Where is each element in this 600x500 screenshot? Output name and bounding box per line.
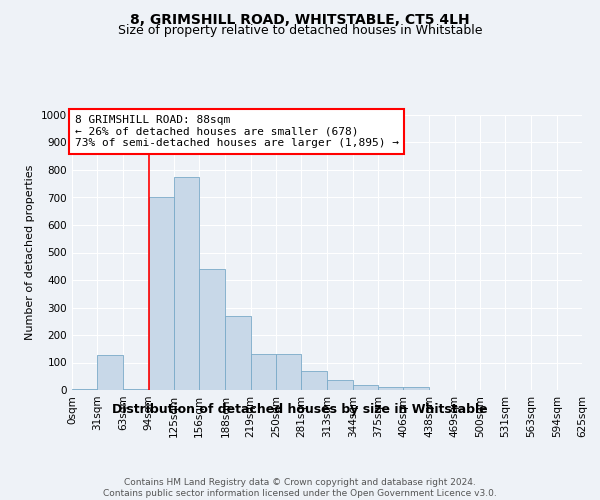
- Text: Size of property relative to detached houses in Whitstable: Size of property relative to detached ho…: [118, 24, 482, 37]
- Bar: [353, 384, 378, 390]
- Bar: [149, 198, 174, 390]
- Text: 8 GRIMSHILL ROAD: 88sqm
← 26% of detached houses are smaller (678)
73% of semi-d: 8 GRIMSHILL ROAD: 88sqm ← 26% of detache…: [74, 115, 398, 148]
- Text: 8, GRIMSHILL ROAD, WHITSTABLE, CT5 4LH: 8, GRIMSHILL ROAD, WHITSTABLE, CT5 4LH: [130, 12, 470, 26]
- Bar: [276, 354, 301, 390]
- Text: Distribution of detached houses by size in Whitstable: Distribution of detached houses by size …: [112, 402, 488, 415]
- Bar: [199, 269, 226, 390]
- Bar: [97, 355, 124, 390]
- Y-axis label: Number of detached properties: Number of detached properties: [25, 165, 35, 340]
- Bar: [251, 354, 276, 390]
- Text: Contains HM Land Registry data © Crown copyright and database right 2024.
Contai: Contains HM Land Registry data © Crown c…: [103, 478, 497, 498]
- Bar: [378, 387, 403, 390]
- Bar: [174, 177, 199, 390]
- Bar: [328, 380, 353, 390]
- Bar: [124, 388, 149, 390]
- Bar: [301, 371, 328, 390]
- Bar: [403, 387, 430, 390]
- Bar: [72, 388, 97, 390]
- Bar: [226, 316, 251, 390]
